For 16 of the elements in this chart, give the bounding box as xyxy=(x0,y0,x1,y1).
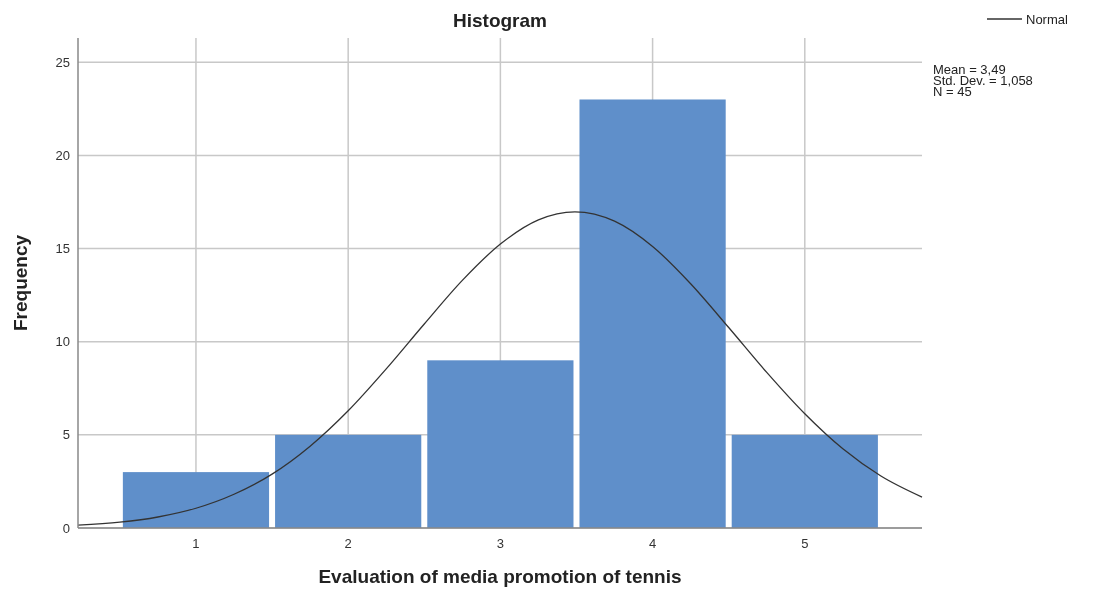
x-axis-title: Evaluation of media promotion of tennis xyxy=(318,566,682,587)
chart-title: Histogram xyxy=(453,10,547,31)
y-tick-label: 0 xyxy=(62,520,70,536)
x-tick-label: 3 xyxy=(496,536,504,551)
y-axis-title: Frequency xyxy=(10,234,31,332)
legend-label: Normal xyxy=(1026,11,1069,27)
x-tick-label: 2 xyxy=(344,536,352,551)
x-tick-label: 1 xyxy=(192,536,200,551)
y-tick-label: 5 xyxy=(62,427,70,443)
text: N = 45 xyxy=(933,84,972,99)
y-tick-label: 10 xyxy=(55,334,70,350)
y-tick-label: 25 xyxy=(55,54,70,70)
y-tick-label: 20 xyxy=(55,147,70,163)
x-tick-label: 4 xyxy=(648,536,657,551)
x-tick-label: 5 xyxy=(801,536,809,551)
y-tick-label: 15 xyxy=(55,241,70,257)
